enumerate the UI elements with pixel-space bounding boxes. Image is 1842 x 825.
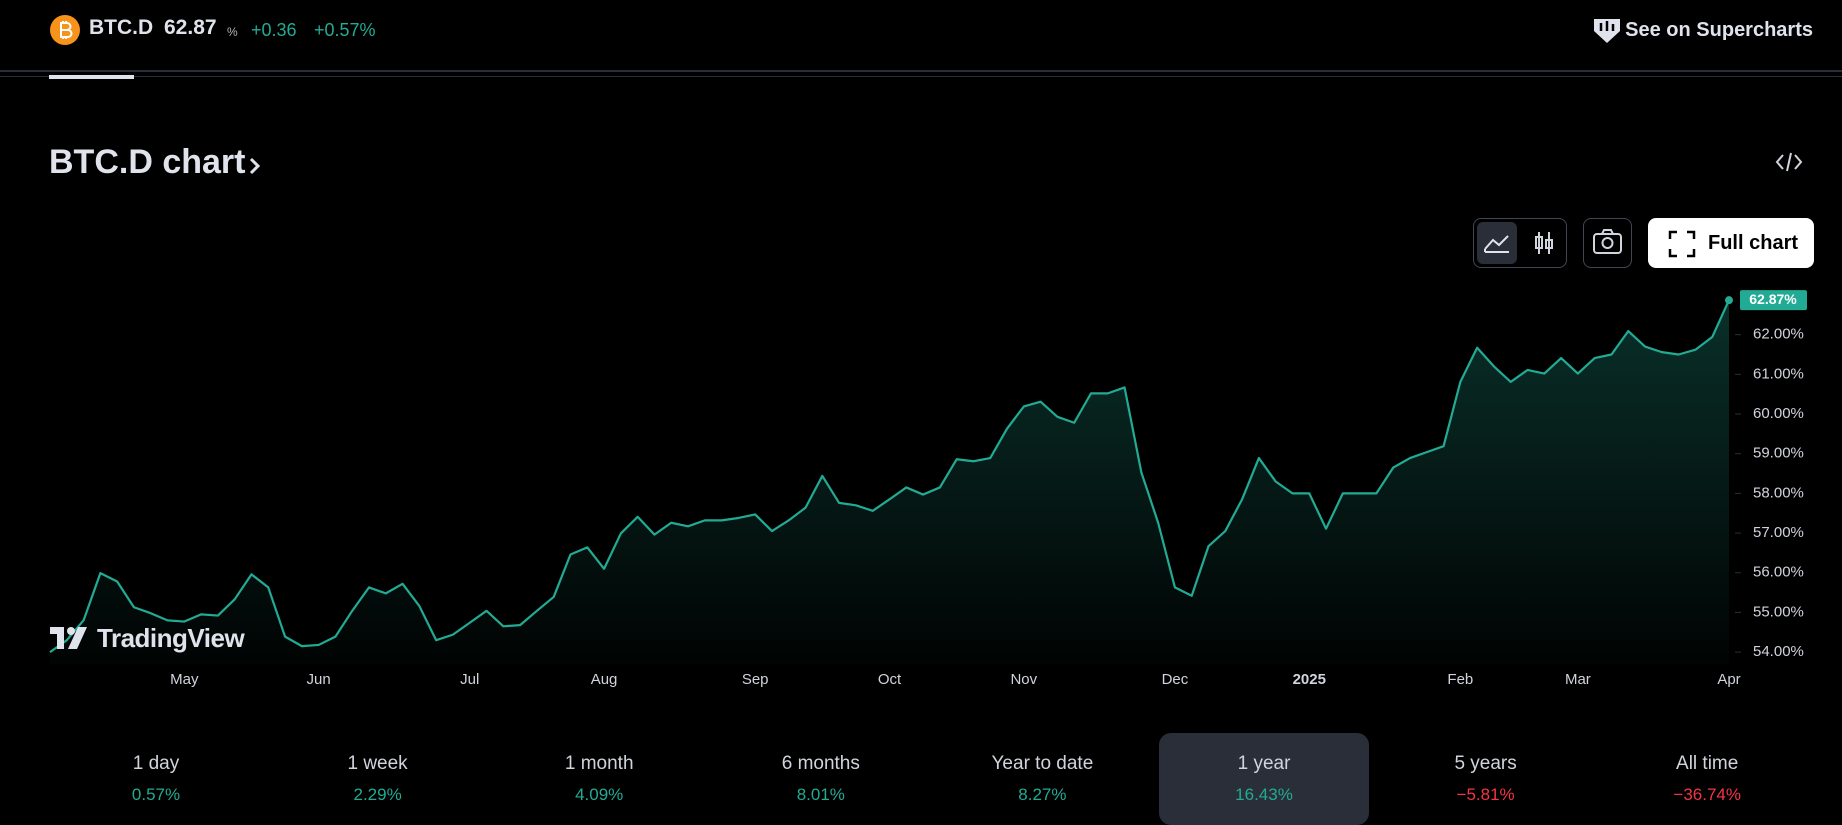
period-change: 4.09% <box>575 785 624 804</box>
last-value-label: 62.87% <box>1749 291 1797 307</box>
y-tick-label: 56.00% <box>1753 564 1804 581</box>
x-tick-label: 2025 <box>1293 671 1326 688</box>
period-label[interactable]: 1 month <box>564 753 634 774</box>
period-tab[interactable]: All time −36.74% <box>1602 733 1812 825</box>
supercharts-link[interactable]: See on Supercharts <box>1625 19 1813 41</box>
period-tab[interactable]: 1 month 4.09% <box>494 733 704 825</box>
period-change: 0.57% <box>131 785 181 804</box>
x-tick-label: Oct <box>878 671 902 688</box>
x-tick-label: Sep <box>742 671 769 688</box>
supercharts-icon[interactable] <box>1590 15 1624 45</box>
snapshot-button[interactable] <box>1583 218 1632 268</box>
full-chart-label[interactable]: Full chart <box>1708 232 1799 254</box>
period-tab[interactable]: Year to date 8.27% <box>937 733 1147 825</box>
full-chart-button[interactable]: Full chart <box>1648 218 1814 268</box>
chart-style-group <box>1473 218 1567 268</box>
coin-icon <box>50 15 80 45</box>
y-tick-label: 57.00% <box>1753 524 1804 541</box>
price: 62.87 <box>164 16 217 39</box>
x-tick-label: Aug <box>591 671 618 688</box>
last-point <box>1725 296 1733 305</box>
tab-indicator <box>49 75 134 79</box>
price-unit: % <box>227 25 238 39</box>
period-change: −36.74% <box>1673 785 1741 804</box>
candle-icon <box>1535 232 1553 254</box>
camera-icon <box>1593 229 1622 254</box>
y-tick-label: 54.00% <box>1753 643 1804 660</box>
period-tab[interactable]: 1 week 2.29% <box>273 733 483 825</box>
fullscreen-icon <box>1668 230 1696 258</box>
y-tick-label: 55.00% <box>1753 603 1804 620</box>
period-tab[interactable]: 1 year 16.43% <box>1159 733 1369 825</box>
last-value-badge <box>1740 290 1807 311</box>
period-label[interactable]: 1 year <box>1237 753 1291 774</box>
period-change: 16.43% <box>1235 785 1293 804</box>
x-tick-label: Apr <box>1717 671 1740 688</box>
period-label[interactable]: All time <box>1676 753 1739 774</box>
x-tick-label: Jun <box>307 671 331 688</box>
x-tick-label: Feb <box>1447 671 1473 688</box>
period-label[interactable]: 1 day <box>132 753 180 774</box>
price-line <box>49 299 1731 653</box>
chart: 54.00% 55.00% 56.00% 57.00% 58.00% 59.00% 60.0… <box>49 290 1807 688</box>
tab-divider <box>0 76 1842 77</box>
period-label[interactable]: 1 week <box>347 753 408 774</box>
symbol: BTC.D <box>89 16 154 39</box>
period-change: 2.29% <box>353 785 402 804</box>
x-tick-label: Dec <box>1162 671 1189 688</box>
y-tick-label: 60.00% <box>1753 405 1804 422</box>
x-tick-label: Jul <box>460 671 479 688</box>
period-tab[interactable]: 5 years −5.81% <box>1381 733 1591 825</box>
embed-icon[interactable] <box>1775 150 1803 174</box>
period-change: −5.81% <box>1456 785 1515 804</box>
period-tab[interactable]: 1 day 0.57% <box>51 733 261 825</box>
line-icon <box>1484 235 1509 253</box>
period-change: 8.27% <box>1018 785 1067 804</box>
period-label[interactable]: 5 years <box>1454 753 1517 774</box>
area-fill <box>50 300 1729 664</box>
x-tick-label: May <box>170 671 199 688</box>
x-tick-label: Mar <box>1565 671 1591 688</box>
y-tick-label: 61.00% <box>1753 365 1804 382</box>
y-tick-label: 62.00% <box>1753 326 1804 343</box>
watermark-logo <box>50 627 87 649</box>
y-tick-label: 59.00% <box>1753 445 1804 462</box>
candle-style-button[interactable] <box>1524 222 1564 264</box>
period-label[interactable]: 6 months <box>781 753 860 774</box>
x-tick-label: Nov <box>1010 671 1037 688</box>
line-style-button[interactable] <box>1477 222 1517 264</box>
period-label[interactable]: Year to date <box>991 753 1094 774</box>
y-tick-label: 58.00% <box>1753 484 1804 501</box>
chart-title[interactable]: BTC.D chart <box>49 143 246 181</box>
period-tab[interactable]: 6 months 8.01% <box>716 733 926 825</box>
change: +0.36 <box>251 20 297 40</box>
title-chevron[interactable] <box>247 154 263 178</box>
period-change: 8.01% <box>796 785 845 804</box>
header-divider <box>0 70 1842 72</box>
change-percent: +0.57% <box>314 20 376 40</box>
watermark-text: TradingView <box>97 623 245 653</box>
